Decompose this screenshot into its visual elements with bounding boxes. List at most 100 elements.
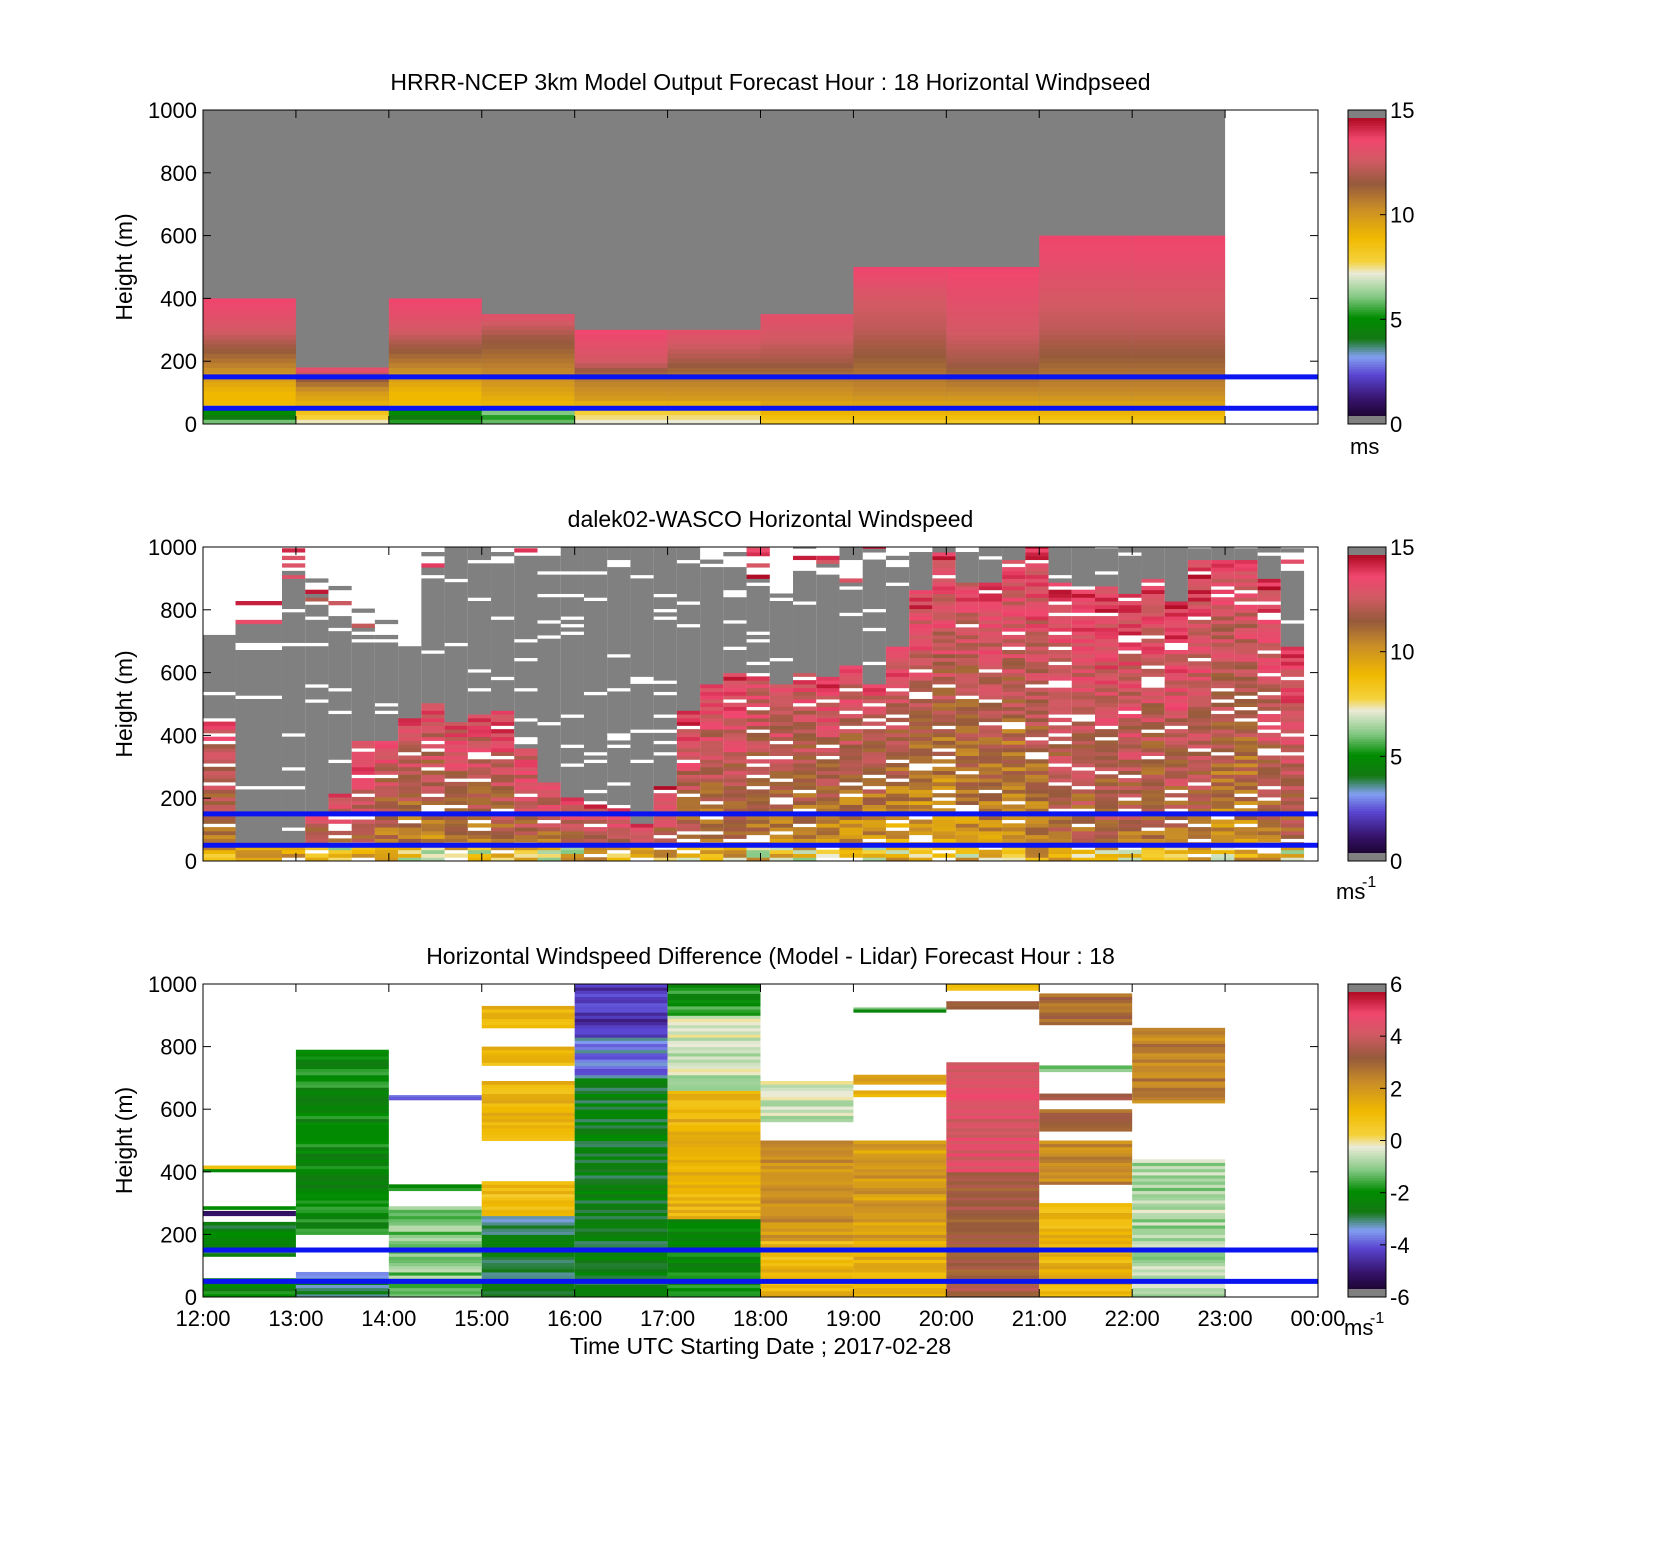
heatmap-cell: [1095, 676, 1119, 681]
heatmap-cell: [203, 1253, 296, 1257]
heatmap-cell: [760, 1187, 854, 1192]
heatmap-cell: [235, 638, 282, 643]
heatmap-cell: [955, 567, 979, 572]
heatmap-cell: [607, 695, 631, 700]
heatmap-cell: [816, 796, 840, 802]
heatmap-cell: [537, 774, 561, 779]
heatmap-cell: [421, 695, 445, 700]
heatmap-cell: [978, 827, 1003, 832]
heatmap-cell: [653, 702, 677, 708]
heatmap-cell: [491, 593, 515, 598]
colorbar-segment: [1348, 1043, 1386, 1048]
heatmap-cell: [1095, 559, 1119, 564]
heatmap-cell: [1132, 1052, 1226, 1057]
heatmap-cell: [862, 691, 886, 696]
heatmap-cell: [839, 552, 863, 557]
heatmap-cell: [537, 683, 561, 689]
heatmap-cell: [1211, 706, 1235, 711]
heatmap-cell: [607, 555, 631, 561]
heatmap-cell: [1118, 574, 1142, 579]
heatmap-cell: [491, 687, 515, 692]
heatmap-cell: [295, 1196, 389, 1201]
heatmap-cell: [816, 778, 840, 783]
colorbar-segment: [1348, 701, 1386, 705]
heatmap-cell: [955, 698, 979, 704]
heatmap-cell: [514, 763, 538, 768]
heatmap-cell: [574, 1196, 668, 1201]
heatmap-cell: [839, 834, 863, 839]
heatmap-cell: [839, 657, 863, 662]
heatmap-cell: [946, 987, 1040, 991]
heatmap-cell: [1071, 706, 1095, 711]
heatmap-cell: [398, 838, 422, 843]
heatmap-cell: [816, 653, 840, 659]
heatmap-cell: [769, 638, 794, 643]
heatmap-cell: [676, 853, 701, 858]
colorbar-segment: [1348, 244, 1386, 248]
heatmap-cell: [946, 1165, 1040, 1170]
heatmap-cell: [630, 774, 654, 779]
heatmap-cell: [374, 698, 399, 704]
heatmap-cell: [351, 823, 375, 828]
heatmap-cell: [491, 744, 515, 749]
heatmap-cell: [676, 714, 701, 719]
heatmap-cell: [537, 661, 561, 666]
heatmap-cell: [491, 691, 515, 696]
heatmap-cell: [630, 834, 654, 839]
heatmap-cell: [746, 608, 770, 613]
heatmap-cell: [514, 570, 538, 576]
heatmap-cell: [203, 1210, 296, 1213]
heatmap-cell: [723, 687, 747, 692]
heatmap-cell: [932, 680, 956, 685]
colorbar-segment: [1348, 209, 1386, 213]
heatmap-cell: [1234, 687, 1258, 692]
heatmap-cell: [1118, 627, 1142, 632]
heatmap-cell: [295, 1203, 389, 1207]
heatmap-cell: [1280, 714, 1305, 719]
colorbar-segment: [1348, 192, 1386, 196]
heatmap-cell: [203, 714, 236, 719]
heatmap-cell: [676, 857, 701, 861]
heatmap-cell: [1187, 778, 1212, 783]
heatmap-cell: [862, 548, 886, 553]
heatmap-cell: [583, 653, 608, 659]
heatmap-cell: [946, 1196, 1040, 1201]
heatmap-cell: [295, 1052, 389, 1057]
heatmap-cell: [491, 604, 515, 610]
heatmap-cell: [667, 1165, 761, 1170]
heatmap-cell: [885, 698, 910, 704]
heatmap-cell: [281, 763, 306, 768]
heatmap-cell: [1039, 1243, 1133, 1248]
heatmap-cell: [467, 721, 492, 726]
heatmap-cell: [1025, 642, 1049, 647]
heatmap-cell: [1095, 845, 1119, 851]
heatmap-cell: [700, 608, 724, 613]
heatmap-cell: [769, 763, 794, 768]
heatmap-cell: [491, 668, 515, 674]
heatmap-cell: [607, 638, 631, 643]
heatmap-cell: [574, 1184, 668, 1188]
heatmap-cell: [653, 668, 677, 674]
heatmap-cell: [853, 1287, 947, 1292]
heatmap-cell: [574, 1018, 668, 1023]
colorbar-segment: [1348, 716, 1386, 720]
heatmap-cell: [946, 1199, 1040, 1204]
heatmap-cell: [514, 619, 538, 625]
heatmap-cell: [398, 687, 422, 692]
heatmap-cell: [1095, 661, 1119, 666]
heatmap-cell: [467, 698, 492, 704]
heatmap-cell: [1132, 310, 1226, 317]
heatmap-cell: [574, 1059, 668, 1063]
heatmap-cell: [978, 770, 1003, 775]
heatmap-cell: [1132, 1265, 1226, 1270]
heatmap-cell: [946, 1065, 1040, 1070]
heatmap-cell: [1095, 578, 1119, 583]
heatmap-cell: [203, 706, 236, 711]
heatmap-cell: [723, 834, 747, 839]
heatmap-cell: [203, 1293, 296, 1297]
heatmap-cell: [1187, 619, 1212, 625]
colorbar-segment: [1348, 247, 1386, 251]
heatmap-cell: [723, 631, 747, 636]
y-tick-label: 0: [185, 412, 197, 437]
heatmap-cell: [351, 834, 375, 839]
